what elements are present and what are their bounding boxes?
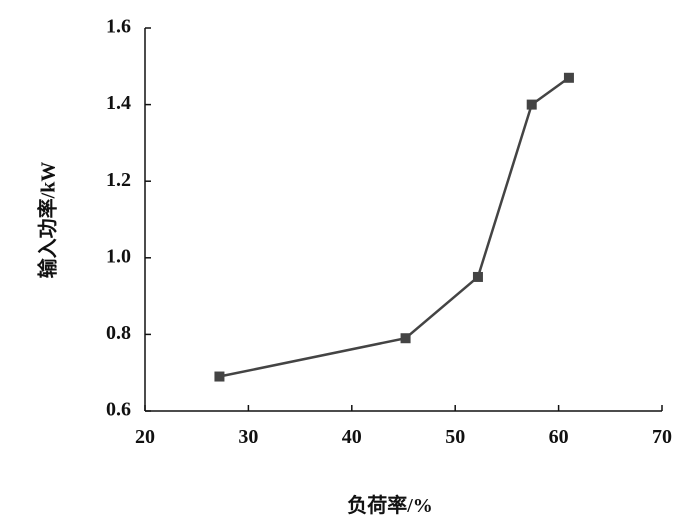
data-point xyxy=(472,271,483,282)
data-line xyxy=(219,76,570,378)
y-tick-label: 1.0 xyxy=(106,245,131,267)
y-axis-label: 输入功率/kW xyxy=(36,162,60,279)
x-axis-label: 负荷率/% xyxy=(347,493,433,517)
y-tick-label: 1.4 xyxy=(106,92,131,114)
y-tick-label: 0.8 xyxy=(106,322,131,344)
data-point xyxy=(400,333,411,344)
x-tick-label: 20 xyxy=(135,426,155,448)
y-tick-label: 0.6 xyxy=(106,399,131,421)
x-tick-label: 30 xyxy=(238,426,258,448)
data-point xyxy=(526,99,537,110)
x-tick-label: 50 xyxy=(445,426,465,448)
x-tick-label: 40 xyxy=(342,426,362,448)
y-tick-label: 1.6 xyxy=(106,16,131,38)
y-tick-label: 1.2 xyxy=(106,169,131,191)
data-point xyxy=(563,72,574,83)
x-tick-label: 70 xyxy=(652,426,672,448)
x-tick-label: 60 xyxy=(549,426,569,448)
data-point xyxy=(214,371,225,382)
